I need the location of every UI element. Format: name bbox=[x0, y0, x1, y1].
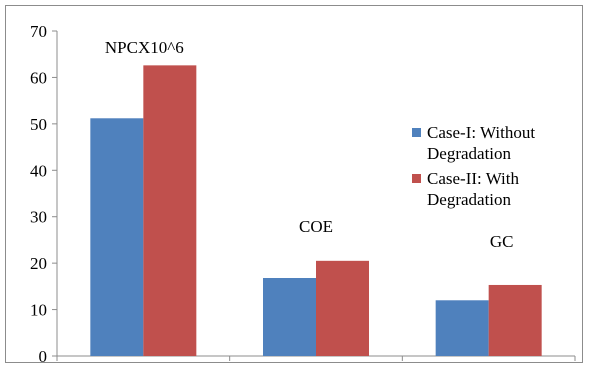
y-tick-label: 10 bbox=[30, 301, 47, 320]
category-annotations: NPCX10^6 COE GC bbox=[105, 38, 514, 251]
y-tick-label: 20 bbox=[30, 254, 47, 273]
legend: Case-I: Without Degradation Case-II: With D… bbox=[412, 123, 535, 209]
y-tick-label: 40 bbox=[30, 161, 47, 180]
legend-swatch bbox=[412, 174, 421, 183]
bar-case-ii bbox=[143, 65, 197, 356]
y-tick-label: 50 bbox=[30, 115, 47, 134]
legend-swatch bbox=[412, 128, 421, 137]
legend-label: Case-I: Without bbox=[427, 123, 535, 142]
legend-label: Degradation bbox=[427, 190, 512, 209]
y-tick-label: 60 bbox=[30, 68, 47, 87]
bar-case-i bbox=[90, 118, 144, 357]
y-tick-label: 30 bbox=[30, 208, 47, 227]
y-tick-label: 70 bbox=[30, 22, 47, 41]
legend-label: Degradation bbox=[427, 144, 512, 163]
bar-case-ii bbox=[316, 260, 369, 356]
category-annotation: NPCX10^6 bbox=[105, 38, 184, 57]
bar-case-i bbox=[435, 300, 489, 356]
bar-case-i bbox=[263, 278, 316, 356]
y-tick-label: 0 bbox=[39, 347, 48, 366]
bars bbox=[90, 65, 542, 357]
category-annotation: GC bbox=[490, 232, 514, 251]
bar-case-ii bbox=[488, 284, 542, 356]
category-annotation: COE bbox=[299, 217, 333, 236]
legend-label: Case-II: With bbox=[427, 169, 520, 188]
